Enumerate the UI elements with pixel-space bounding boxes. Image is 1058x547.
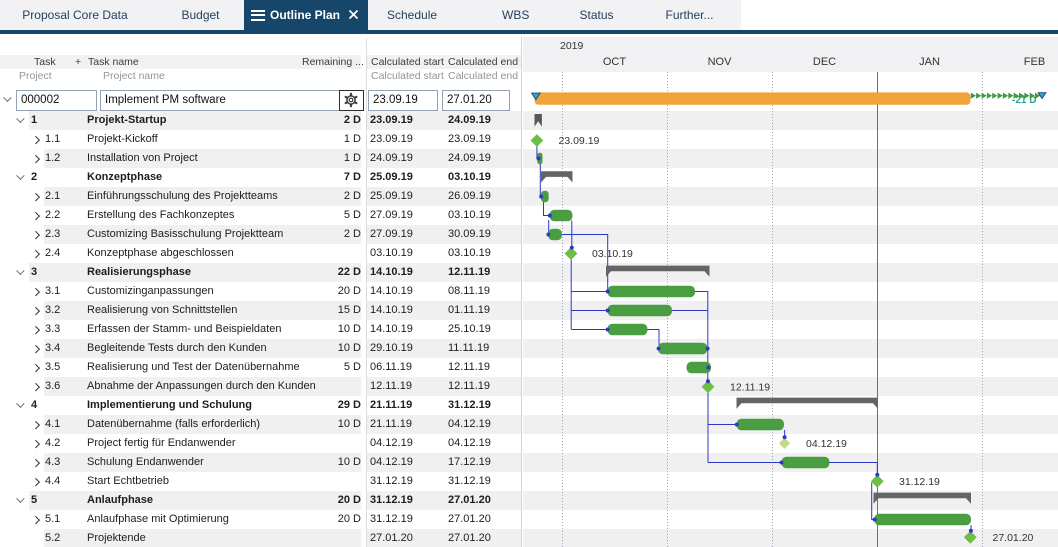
svg-text:31.12.19: 31.12.19 bbox=[899, 476, 940, 488]
svg-text:27.01.20: 27.01.20 bbox=[993, 532, 1034, 544]
svg-text:04.12.19: 04.12.19 bbox=[806, 438, 847, 450]
svg-text:23.09.19: 23.09.19 bbox=[559, 135, 600, 147]
svg-text:03.10.19: 03.10.19 bbox=[592, 248, 633, 260]
svg-text:12.11.19: 12.11.19 bbox=[730, 381, 770, 393]
svg-text:-21 D: -21 D bbox=[1012, 95, 1036, 106]
